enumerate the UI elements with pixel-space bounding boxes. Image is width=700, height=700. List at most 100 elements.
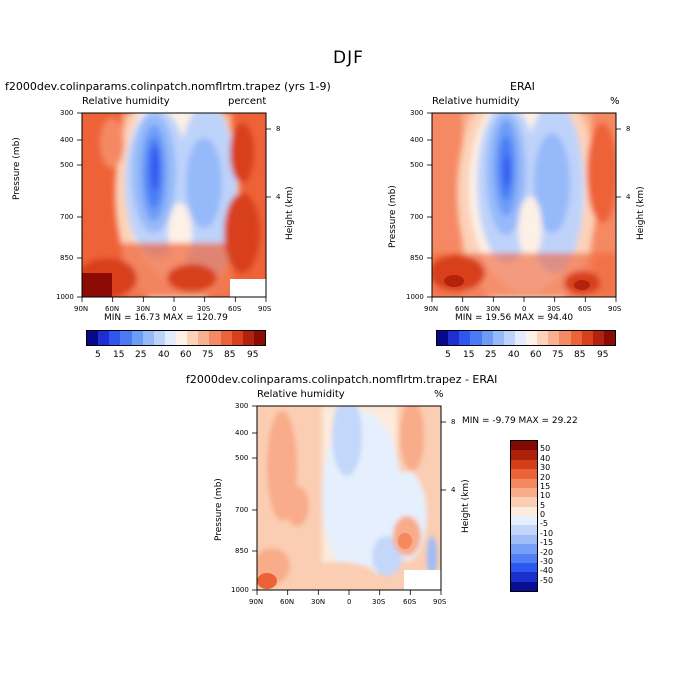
panel1-xtick: 90N [74,305,89,313]
panel1-xtick: 60S [228,305,242,313]
colorbar-swatch [109,331,121,345]
colorbar3-label: 5 [540,500,546,510]
panel3-ytick: 400 [235,429,249,437]
panel3-ylabel: Pressure (mb) [214,478,224,541]
colorbar-swatch [511,572,537,582]
panel1-xtick: 60N [105,305,120,313]
panel2-ytick: 700 [410,213,424,221]
panel2-title: ERAI [510,80,535,93]
colorbar-swatch [603,331,615,345]
panel2-xtick: 30S [547,305,561,313]
colorbar-swatch [548,331,560,345]
colorbar3-label: 20 [540,472,551,482]
panel2-xtick: 90N [424,305,439,313]
colorbar3-label: 50 [540,444,551,454]
panel2-subtitle-right: % [610,96,620,107]
colorbar-swatch [503,331,515,345]
colorbar-swatch [581,331,593,345]
panel2-xtick: 60N [455,305,470,313]
colorbar2-label: 5 [445,350,451,360]
colorbar-swatch [511,506,537,516]
panel3-yrtick: 8 [451,418,456,426]
colorbar-swatch [511,544,537,554]
panel1-ytick: 700 [60,213,74,221]
panel1-ylabel: Pressure (mb) [12,137,22,200]
colorbar-swatch [242,331,254,345]
colorbar2-label: 40 [508,350,520,360]
colorbar1-label: 5 [95,350,101,360]
panel1-subtitle-left: Relative humidity [82,96,170,107]
colorbar-swatch [511,553,537,563]
colorbar-swatch [448,331,460,345]
colorbar-swatch [511,581,537,591]
panel2-ytick: 300 [410,109,424,117]
colorbar-swatch [437,331,449,345]
colorbar-swatch [511,478,537,488]
colorbar3-label: -20 [540,547,554,557]
panel1-stats: MIN = 16.73 MAX = 120.79 [104,313,228,323]
panel3-xtick: 30S [372,598,386,606]
colorbar3-label: 40 [540,453,551,463]
colorbar-swatch [570,331,582,345]
colorbar-swatch [231,331,243,345]
panel2-colorbar [436,330,616,346]
colorbar2-label: 95 [597,350,609,360]
panel2-xtick: 0 [522,305,527,313]
panel1-plot [77,112,271,302]
colorbar3-label: -50 [540,575,554,585]
colorbar3-label: -40 [540,566,554,576]
colorbar3-label: -10 [540,528,554,538]
panel1-yrtick: 8 [276,125,281,133]
panel3-yrtick: 4 [451,486,456,494]
colorbar-swatch [220,331,232,345]
panel3-colorbar [510,440,538,592]
panel2-ytick: 850 [410,254,424,262]
colorbar-swatch [470,331,482,345]
colorbar-swatch [537,331,549,345]
panel1-title: f2000dev.colinparams.colinpatch.nomflrtm… [5,80,331,93]
colorbar3-label: -15 [540,538,554,548]
panel2-yrtick: 8 [626,125,631,133]
colorbar-swatch [142,331,154,345]
panel1-xtick: 90S [258,305,272,313]
colorbar-swatch [514,331,526,345]
panel1-xtick: 30N [136,305,151,313]
panel3-ytick: 300 [235,402,249,410]
panel1-yrtick: 4 [276,193,281,201]
colorbar-swatch [187,331,199,345]
panel1-ytick: 1000 [56,293,74,301]
panel3-subtitle-left: Relative humidity [257,389,345,400]
colorbar-swatch [511,441,537,451]
colorbar-swatch [511,450,537,460]
colorbar3-label: 0 [540,510,546,519]
panel1-subtitle-right: percent [228,96,267,107]
panel1-ytick: 850 [60,254,74,262]
colorbar-swatch [511,525,537,535]
panel1-ytick: 400 [60,136,74,144]
colorbar2-label: 60 [530,350,542,360]
panel3-ytick: 500 [235,454,249,462]
panel2-xtick: 60S [578,305,592,313]
colorbar2-label: 75 [552,350,564,360]
panel2-ytick: 400 [410,136,424,144]
panel3-xtick: 90N [249,598,264,606]
colorbar-swatch [153,331,165,345]
panel3-xtick: 90S [433,598,447,606]
colorbar3-label: 15 [540,481,551,491]
colorbar-swatch [176,331,188,345]
colorbar1-label: 60 [180,350,192,360]
colorbar-swatch [511,469,537,479]
panel1-ylabel-right: Height (km) [285,186,295,240]
colorbar-swatch [198,331,210,345]
colorbar1-label: 25 [135,350,147,360]
colorbar-swatch [511,534,537,545]
colorbar-swatch [592,331,604,345]
colorbar-swatch [511,562,537,573]
panel2-stats: MIN = 19.56 MAX = 94.40 [455,313,574,323]
panel2-ylabel-right: Height (km) [636,186,646,240]
colorbar-swatch [164,331,176,345]
panel3-ytick: 700 [235,506,249,514]
panel2-ytick: 1000 [406,293,424,301]
colorbar-swatch [511,516,537,526]
panel2-xtick: 90S [608,305,622,313]
